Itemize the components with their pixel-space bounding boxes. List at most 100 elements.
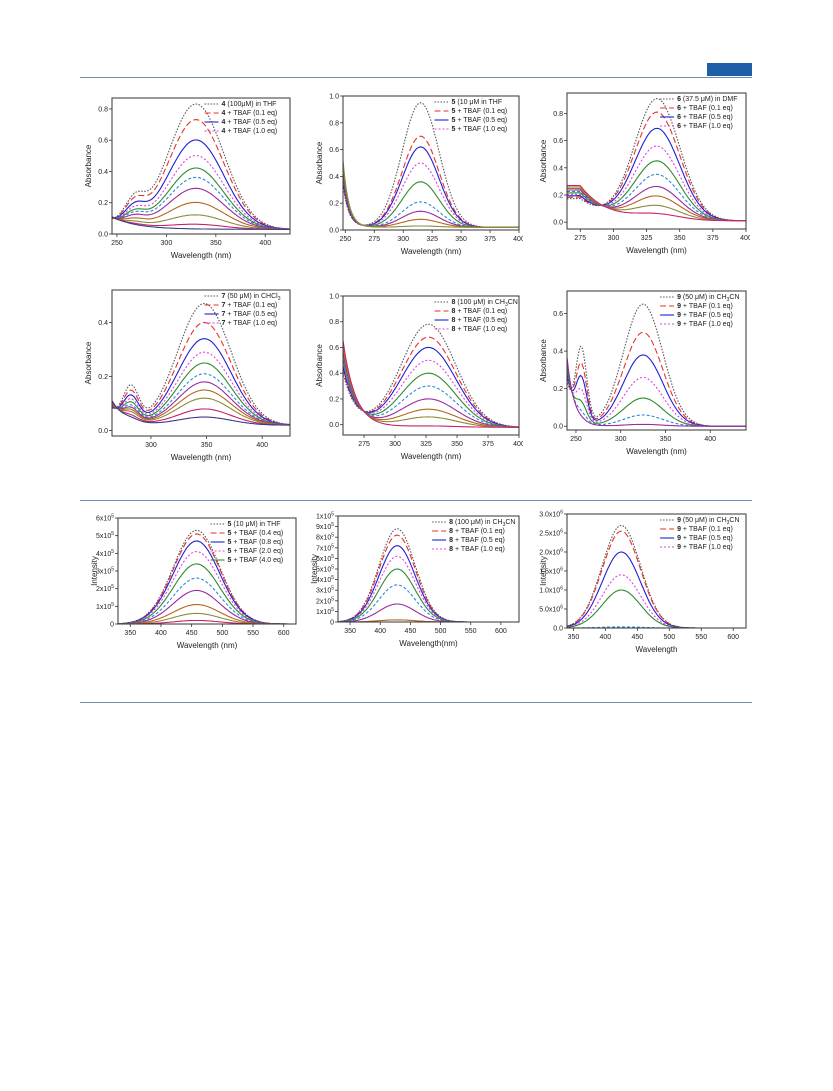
- y-tick-label: 1x105: [96, 602, 114, 611]
- series-line: [343, 166, 519, 228]
- y-tick-label: 2x105: [316, 596, 334, 605]
- x-tick-label: 325: [420, 441, 432, 448]
- y-tick-label: 8x105: [316, 533, 334, 542]
- legend-entry: 4 + TBAF (0.1 eq): [222, 110, 278, 117]
- series-line: [338, 528, 519, 622]
- x-tick-label: 300: [145, 442, 157, 449]
- x-tick-label: 600: [727, 634, 739, 641]
- x-tick-label: 500: [435, 628, 447, 635]
- chart-panel-8: 350 400 450 500 550 600 0 1x105 2x105 3x105 4x105 5…: [308, 510, 523, 652]
- plot-frame: [111, 289, 291, 437]
- series-line: [112, 381, 290, 426]
- series-line: [112, 321, 290, 426]
- x-axis-label: Wavelength (nm): [401, 247, 462, 256]
- y-tick-label: 0.0: [98, 232, 108, 239]
- series-line: [343, 169, 519, 228]
- chart-svg: 350 400 450 500 550 60001x1052x1053x1054x1055…: [90, 514, 297, 650]
- y-tick-label: 0.4: [98, 320, 108, 327]
- legend-entry: 8 + TBAF (0.5 eq): [452, 317, 508, 324]
- legend-entry: 9 + TBAF (0.1 eq): [677, 303, 733, 310]
- series-line: [343, 135, 519, 228]
- chart-panel-1: 250 300 350 400 0.0 0.2 0.4 0.6 0.8 Wavelength (n…: [82, 92, 294, 264]
- legend-entry: 7 + TBAF (0.5 eq): [222, 311, 278, 318]
- y-axis-label: Absorbance: [84, 144, 93, 187]
- y-axis-label: Absorbance: [315, 141, 324, 184]
- legend-entry: 7 (50 μM) in CHCl3: [222, 293, 281, 302]
- y-tick-label: 0.2: [553, 193, 563, 200]
- legend-entry: 9 + TBAF (0.5 eq): [677, 535, 733, 542]
- series-line: [343, 102, 519, 228]
- chart-svg: 275 300 325 350 375 400 0.0 0.2 0.4 0.6 0.8 Wavelen…: [539, 92, 750, 255]
- chart-svg: 250 275 300 325 350 375 400 0.0 0.2 0.4 0.6 0.8 1.0 W…: [315, 94, 523, 257]
- y-tick-label: 9x105: [316, 522, 334, 531]
- y-tick-label: 0.0: [98, 428, 108, 435]
- series-line: [112, 119, 290, 230]
- series-line: [567, 357, 746, 427]
- y-tick-label: 0.8: [329, 120, 339, 127]
- series-line: [343, 359, 519, 428]
- y-tick-label: 4x105: [96, 549, 114, 558]
- x-tick-label: 550: [465, 628, 477, 635]
- y-tick-label: 5.0x106: [539, 605, 563, 614]
- series-line: [112, 103, 290, 230]
- x-tick-label: 400: [600, 634, 612, 641]
- y-tick-label: 0.8: [329, 319, 339, 326]
- series-line: [338, 568, 519, 622]
- legend-entry: 4 (100μM) in THF: [222, 101, 277, 108]
- series-line: [112, 214, 290, 230]
- x-tick-label: 400: [513, 441, 523, 448]
- y-tick-label: 0.4: [553, 349, 563, 356]
- y-axis-label: Absorbance: [84, 341, 93, 384]
- chart-panel-5: 275 300 325 350 375 400 0.0 0.2 0.4 0.6 0.8 1.0 Wave…: [313, 290, 523, 465]
- chart-panel-2: 250 275 300 325 350 375 400 0.0 0.2 0.4 0.6 0.8 1.0 W…: [313, 90, 523, 260]
- y-tick-label: 0.4: [329, 174, 339, 181]
- x-tick-label: 350: [124, 630, 136, 637]
- x-tick-label: 350: [660, 436, 672, 443]
- legend-entry: 5 + TBAF (0.8 eq): [228, 539, 284, 546]
- series-line: [112, 400, 290, 426]
- y-axis-label: Absorbance: [539, 139, 548, 182]
- x-tick-label: 550: [247, 630, 259, 637]
- x-tick-label: 600: [278, 630, 290, 637]
- legend-entry: 8 + TBAF (0.1 eq): [452, 308, 508, 315]
- x-tick-label: 350: [674, 235, 686, 242]
- series-line: [112, 401, 290, 426]
- x-tick-label: 250: [570, 436, 582, 443]
- legend-entry: 4 + TBAF (0.5 eq): [222, 119, 278, 126]
- legend-entry: 8 + TBAF (1.0 eq): [449, 546, 505, 553]
- y-tick-label: 0.6: [553, 138, 563, 145]
- x-axis-label: Wavelength (nm): [171, 453, 232, 462]
- y-axis-label: Intensity: [539, 556, 548, 586]
- chart-svg: 350 400 450 500 550 60001x1052x1053x1054x1055…: [310, 512, 520, 648]
- chart-svg: 350 400 450 500 550 600 0.0 5.0x106 1.0x106 1.5x1…: [539, 510, 747, 654]
- legend-entry: 5 + TBAF (0.1 eq): [452, 108, 508, 115]
- x-tick-label: 300: [608, 235, 620, 242]
- x-axis-label: Wavelength (nm): [626, 447, 687, 456]
- x-axis-label: Wavelength (nm): [171, 251, 232, 260]
- plot-frame: [342, 295, 520, 436]
- series-line: [343, 146, 519, 228]
- y-tick-label: 0.6: [98, 138, 108, 145]
- x-tick-label: 400: [256, 442, 268, 449]
- series-line: [112, 167, 290, 230]
- y-tick-label: 1.5x106: [539, 567, 563, 576]
- y-tick-label: 1x105: [316, 512, 334, 521]
- y-tick-label: 0.0: [329, 422, 339, 429]
- series-line: [567, 185, 746, 222]
- y-tick-label: 0.8: [98, 106, 108, 113]
- legend-entry: 7 + TBAF (1.0 eq): [222, 320, 278, 327]
- y-tick-label: 0.4: [329, 371, 339, 378]
- x-tick-label: 300: [389, 441, 401, 448]
- legend-entry: 5 + TBAF (4.0 eq): [228, 557, 284, 564]
- x-axis-label: Wavelength (nm): [177, 641, 238, 650]
- plot-frame: [566, 290, 747, 431]
- chart-svg: 250 300 350 400 0.0 0.2 0.4 0.6 Wavelength (nm) A…: [539, 290, 747, 456]
- series-line: [112, 154, 290, 230]
- x-tick-label: 350: [201, 442, 213, 449]
- series-line: [567, 354, 746, 427]
- x-axis-label: Wavelength (nm): [401, 452, 462, 461]
- y-axis-label: Intensity: [310, 554, 319, 584]
- legend-entry: 9 + TBAF (1.0 eq): [677, 544, 733, 551]
- legend-entry: 5 (10 μM in THF: [452, 99, 503, 106]
- x-tick-label: 450: [405, 628, 417, 635]
